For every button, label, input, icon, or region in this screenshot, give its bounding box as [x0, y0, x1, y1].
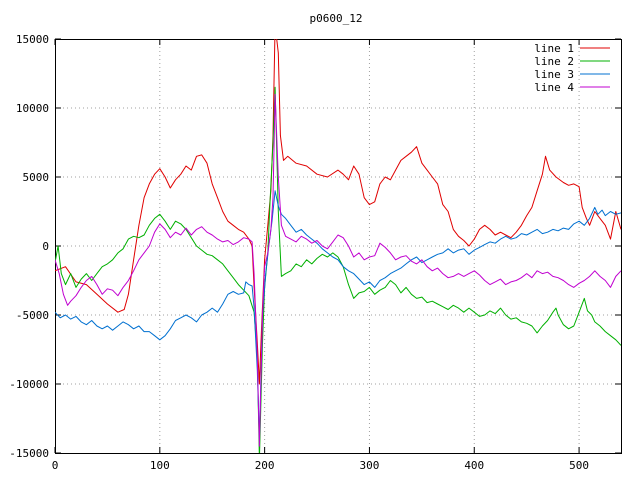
grid-lines [55, 39, 621, 453]
plot-area [55, 39, 621, 453]
series-line-1 [55, 39, 621, 385]
legend-label: line 2 [534, 55, 574, 68]
x-tick-label: 100 [150, 459, 170, 472]
x-tick-label: 0 [52, 459, 59, 472]
y-tick-label: 10000 [16, 102, 49, 115]
axes: 0 100 200 300 400 500 -15000 -10000 -5000 0 5000 10… [9, 33, 622, 472]
y-tick-label: 5000 [23, 171, 50, 184]
x-tick-label: 200 [255, 459, 275, 472]
chart-title: p0600_12 [310, 12, 363, 25]
x-tick-label: 500 [569, 459, 589, 472]
series-line-4 [55, 93, 621, 447]
legend-label: line 4 [534, 81, 574, 94]
legend-label: line 1 [534, 42, 574, 55]
y-tick-label: -10000 [9, 378, 49, 391]
y-tick-label: -15000 [9, 447, 49, 460]
y-tick-label: 0 [42, 240, 49, 253]
x-tick-label: 400 [464, 459, 484, 472]
series-line-2 [55, 86, 621, 453]
y-tick-label: -5000 [16, 309, 49, 322]
legend-label: line 3 [534, 68, 574, 81]
x-tick-label: 300 [360, 459, 380, 472]
y-tick-label: 15000 [16, 33, 49, 46]
series-line-3 [55, 190, 621, 440]
